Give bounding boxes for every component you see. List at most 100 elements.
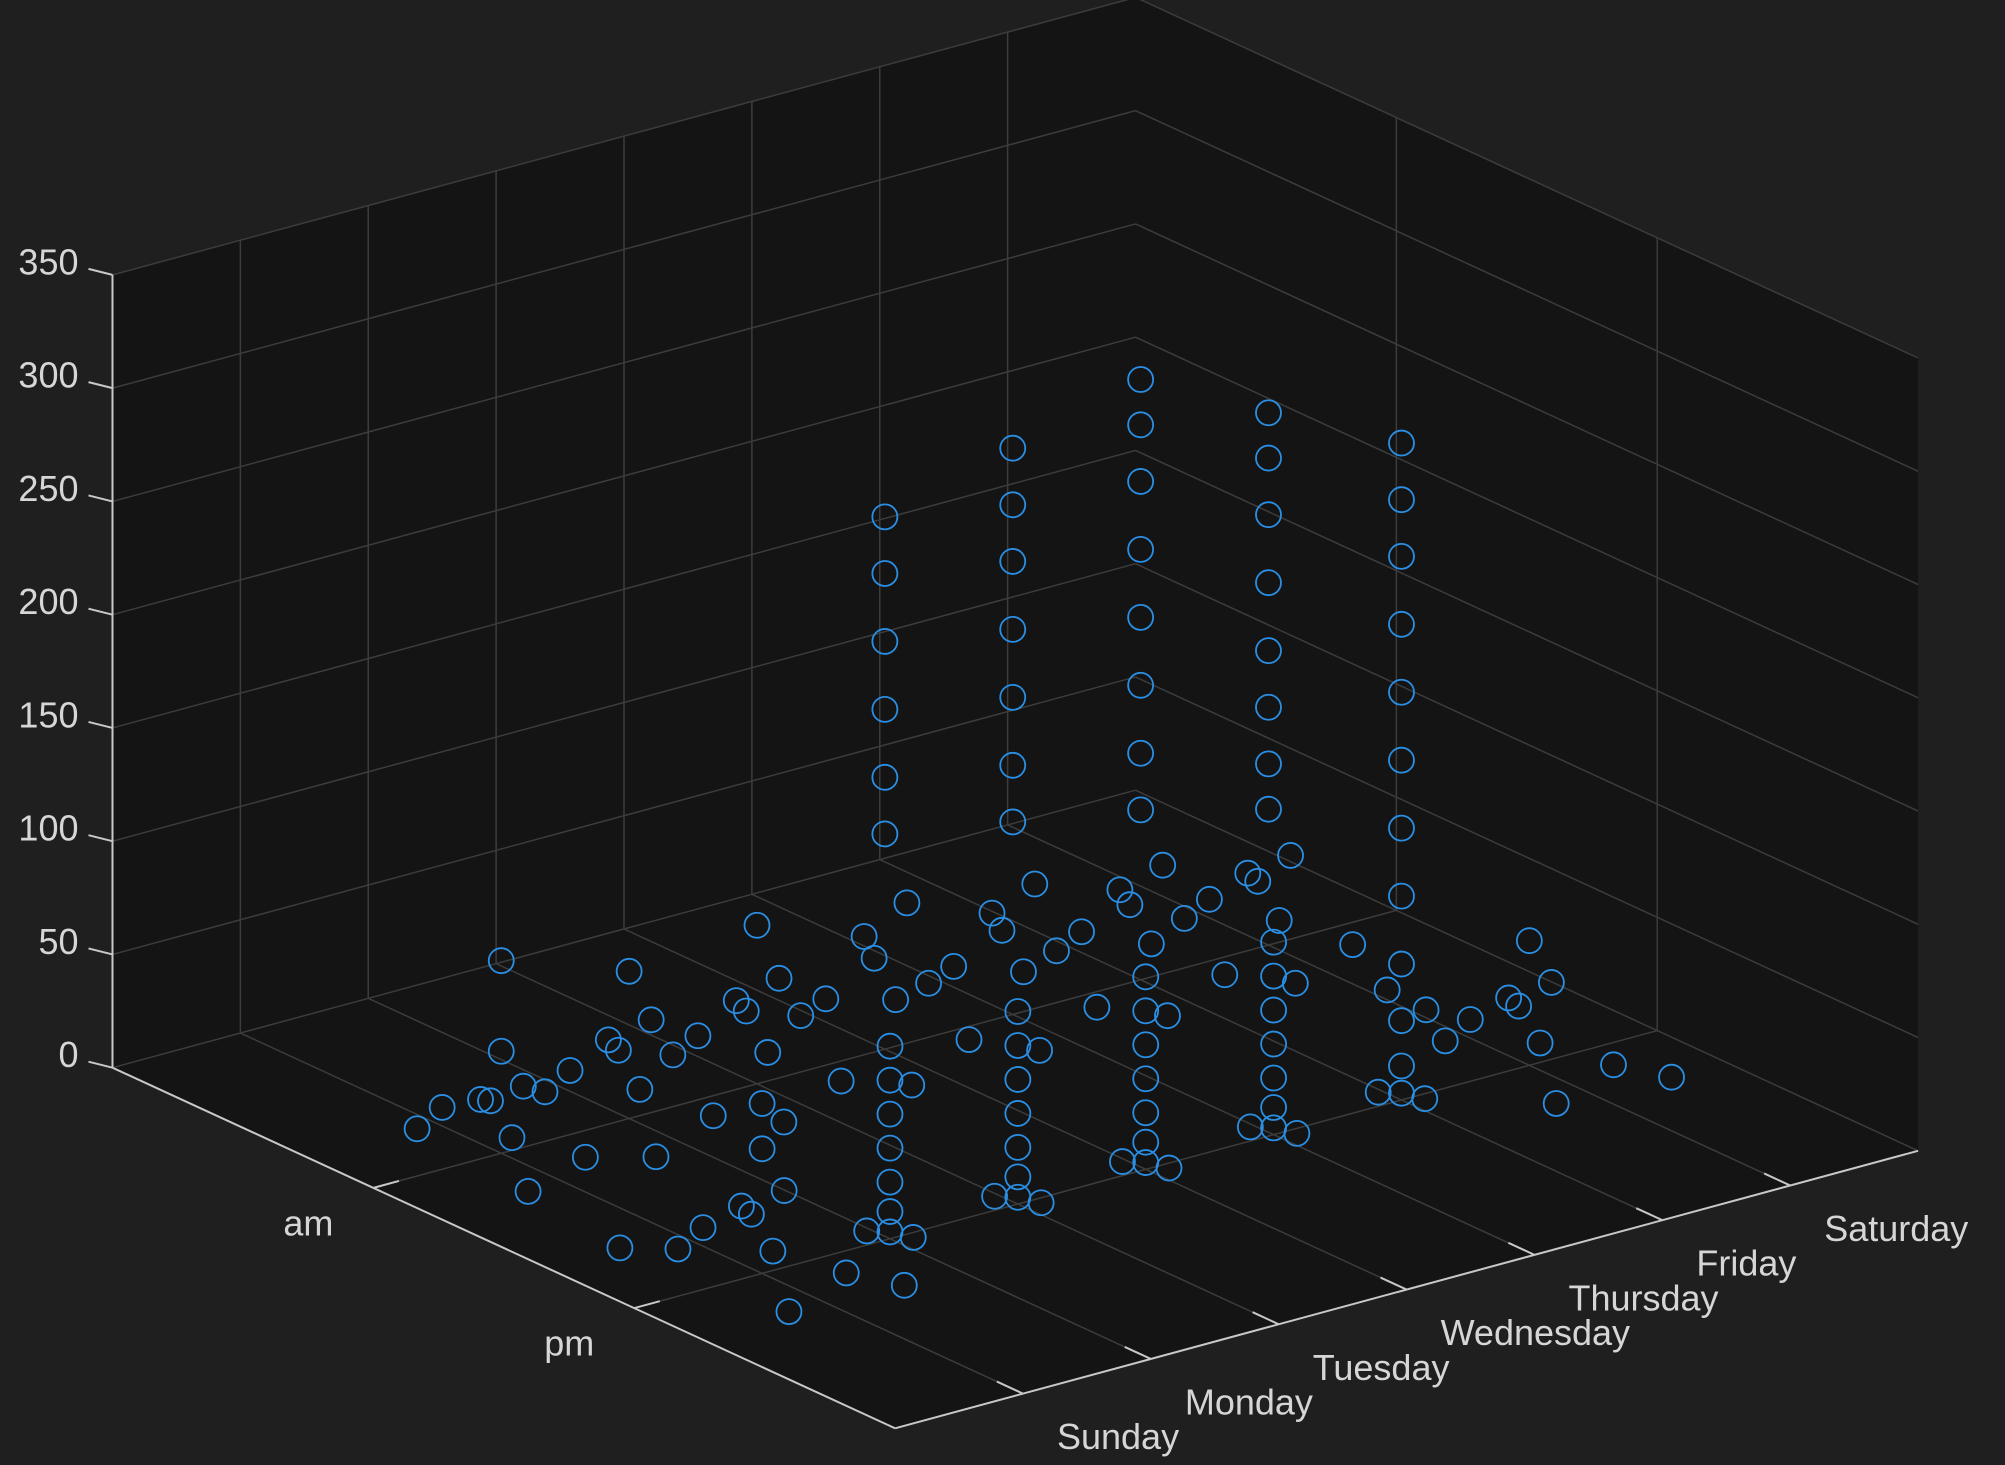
z-tick-label: 100 [18, 808, 78, 849]
grid-line [1135, 789, 1919, 1152]
data-point [827, 1067, 855, 1095]
data-point [748, 1135, 776, 1163]
data-point [595, 1026, 622, 1054]
data-point [1505, 992, 1533, 1020]
data-point [1211, 961, 1239, 989]
data-point [1495, 984, 1523, 1012]
data-point [514, 1178, 542, 1205]
data-point [1106, 876, 1134, 904]
side-wall [1135, 0, 1919, 1151]
data-point [531, 1078, 559, 1106]
x-tick [1635, 1207, 1663, 1222]
data-point [1244, 867, 1272, 895]
data-point [509, 1072, 537, 1100]
data-point [748, 1090, 776, 1117]
data-point [999, 615, 1027, 643]
grid-line [1135, 449, 1919, 812]
x-tick-label: Saturday [1824, 1208, 1968, 1249]
grid-line [1135, 563, 1919, 925]
data-point [487, 947, 515, 975]
data-point [1132, 997, 1160, 1025]
grid-line [1135, 109, 1919, 472]
data-point [999, 548, 1027, 575]
data-point [1255, 750, 1282, 778]
z-tick [88, 720, 113, 729]
data-point [1255, 444, 1282, 472]
data-point [1388, 814, 1415, 842]
x-tick-label: Sunday [1057, 1416, 1179, 1457]
data-point [664, 1235, 692, 1263]
data-point [1132, 1099, 1160, 1127]
data-point [1538, 969, 1565, 996]
data-point [754, 1039, 782, 1066]
data-point [1255, 399, 1282, 427]
data-point [1127, 468, 1155, 495]
z-tick [88, 1060, 113, 1069]
data-point [689, 1214, 717, 1242]
data-point [1255, 693, 1282, 721]
x-tick-label: Tuesday [1313, 1347, 1450, 1388]
data-point [1388, 542, 1415, 570]
data-point [1265, 907, 1293, 934]
x-tick [1507, 1241, 1535, 1256]
data-point [1004, 998, 1032, 1025]
x-tick-label: Monday [1185, 1381, 1313, 1422]
z-tick-label: 350 [18, 241, 78, 282]
data-point [871, 763, 899, 791]
data-point [642, 1143, 670, 1171]
data-point [1283, 1119, 1311, 1147]
data-point [1515, 927, 1543, 955]
data-point [467, 1086, 494, 1113]
data-point [876, 1032, 904, 1060]
data-point [732, 997, 760, 1025]
data-point [890, 1271, 918, 1299]
data-point [876, 1168, 904, 1196]
data-point [571, 1143, 599, 1171]
data-point [699, 1102, 727, 1130]
data-point [1260, 1064, 1288, 1092]
grid-line [1135, 676, 1919, 1039]
data-point [498, 1124, 526, 1152]
data-point [1255, 569, 1282, 597]
data-point [876, 1100, 904, 1128]
data-point [1116, 891, 1144, 919]
x-tick [1252, 1311, 1280, 1326]
data-point [743, 911, 771, 939]
data-point [898, 1071, 926, 1099]
data-point [999, 808, 1027, 836]
data-point [940, 953, 968, 980]
y-tick [633, 1300, 661, 1310]
data-point [1127, 671, 1155, 699]
data-point [727, 1192, 755, 1220]
grid-line [751, 893, 1535, 1256]
data-point [1412, 996, 1440, 1024]
data-point [1388, 610, 1415, 638]
data-point [1388, 1007, 1415, 1035]
data-point [1127, 411, 1155, 439]
grid-line [1135, 336, 1919, 699]
z-tick-label: 200 [18, 581, 78, 622]
data-point [1364, 1078, 1392, 1106]
data-point [770, 1177, 798, 1204]
x-tick-label: Wednesday [1441, 1312, 1630, 1353]
data-point [1260, 996, 1288, 1024]
x-tick [996, 1380, 1024, 1395]
grid-line [1007, 824, 1791, 1187]
data-point [955, 1026, 983, 1054]
data-point [1260, 962, 1288, 990]
data-point [899, 1224, 927, 1251]
data-point [1026, 1036, 1053, 1064]
data-point [477, 1087, 504, 1115]
data-point [871, 820, 899, 848]
data-point [1542, 1090, 1570, 1117]
data-point [1277, 842, 1304, 869]
y-tick-label: am [283, 1202, 333, 1243]
data-point [1388, 882, 1415, 910]
data-point [1109, 1148, 1136, 1175]
data-point [1388, 486, 1415, 514]
grid-line [623, 928, 1407, 1291]
data-point [999, 491, 1027, 519]
data-point [765, 964, 793, 992]
data-point [1388, 1052, 1415, 1080]
